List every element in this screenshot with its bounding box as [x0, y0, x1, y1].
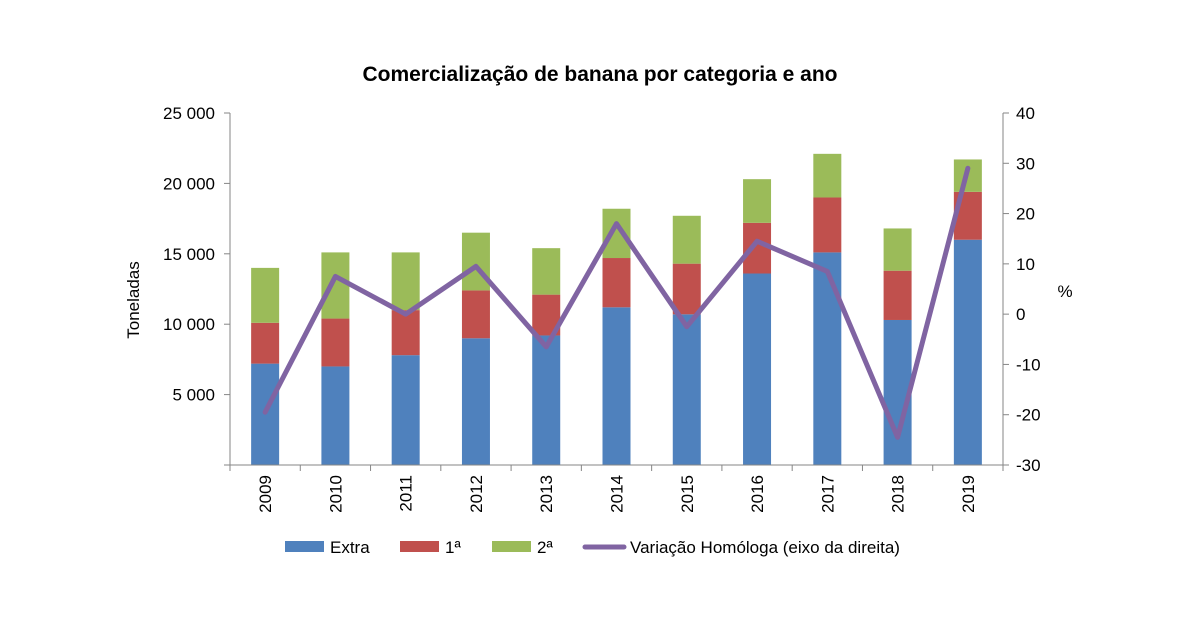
y-tick-label: 5 000 [172, 386, 215, 405]
axes-layer: 5 000 10 000 15 000 20 000 25 000 -30 -20 -10 0 1… [163, 104, 1041, 513]
bar-1-2017 [813, 197, 842, 253]
bar-extra-2011 [391, 355, 420, 465]
bar-extra-2013 [532, 335, 561, 465]
bar-2-2009 [251, 267, 280, 323]
bar-2-2016 [743, 179, 772, 223]
line-layer [262, 165, 971, 440]
bar-1-2015 [672, 263, 701, 315]
chart-title: Comercialização de banana por categoria … [363, 63, 838, 86]
x-tick-label: 2016 [748, 475, 767, 513]
legend-swatch [285, 541, 324, 552]
x-tick-label: 2017 [818, 475, 837, 513]
line-variacao-homologa [262, 165, 971, 440]
y2-tick-label: 40 [1016, 104, 1035, 123]
bar-1-2014 [602, 258, 631, 308]
bar-1-2018 [883, 270, 912, 320]
bar-extra-2015 [672, 314, 701, 465]
legend-label: 1ª [445, 538, 461, 557]
y2-tick-label: 30 [1016, 154, 1035, 173]
y2-tick-label: -30 [1016, 456, 1041, 475]
bar-2-2017 [813, 153, 842, 198]
bar-2-2011 [391, 252, 420, 311]
x-tick-label: 2019 [959, 475, 978, 513]
y2-tick-label: 10 [1016, 255, 1035, 274]
legend-label: 2ª [537, 538, 553, 557]
y-tick-label: 15 000 [163, 245, 215, 264]
y2-axis-title: % [1057, 282, 1072, 301]
bar-extra-2017 [813, 252, 842, 465]
bar-2-2012 [461, 232, 490, 291]
bar-2-2018 [883, 228, 912, 271]
bar-1-2016 [743, 222, 772, 274]
bar-2-2015 [672, 215, 701, 264]
legend-swatch [400, 541, 439, 552]
bar-extra-2010 [321, 366, 350, 465]
bar-2-2013 [532, 248, 561, 295]
x-tick-label: 2012 [467, 475, 486, 513]
bar-1-2009 [251, 322, 280, 364]
x-tick-label: 2013 [537, 475, 556, 513]
bar-extra-2019 [953, 239, 982, 465]
y2-tick-label: -10 [1016, 355, 1041, 374]
y-tick-label: 10 000 [163, 315, 215, 334]
y-axis-title: Toneladas [124, 261, 143, 339]
bar-2-2014 [602, 208, 631, 259]
bar-1-2010 [321, 318, 350, 367]
legend-label: Variação Homóloga (eixo da direita) [630, 538, 900, 557]
x-tick-label: 2015 [678, 475, 697, 513]
bars-layer [251, 153, 982, 465]
x-tick-label: 2018 [889, 475, 908, 513]
y2-tick-label: 0 [1016, 305, 1025, 324]
x-tick-label: 2009 [256, 475, 275, 513]
x-tick-label: 2014 [608, 475, 627, 513]
bar-1-2012 [461, 290, 490, 339]
y2-tick-label: 20 [1016, 205, 1035, 224]
y2-tick-label: -20 [1016, 406, 1041, 425]
legend: Extra 1ª 2ª Variação Homóloga (eixo da dire… [285, 538, 900, 557]
x-tick-label: 2011 [397, 475, 416, 512]
bar-extra-2014 [602, 307, 631, 465]
bar-extra-2012 [461, 338, 490, 465]
legend-swatch [492, 541, 531, 552]
y-tick-label: 20 000 [163, 174, 215, 193]
bar-1-2011 [391, 310, 420, 356]
legend-label: Extra [330, 538, 370, 557]
y-tick-label: 25 000 [163, 104, 215, 123]
bar-extra-2016 [743, 273, 772, 465]
bar-2-2010 [321, 252, 350, 319]
x-tick-label: 2010 [326, 475, 345, 513]
